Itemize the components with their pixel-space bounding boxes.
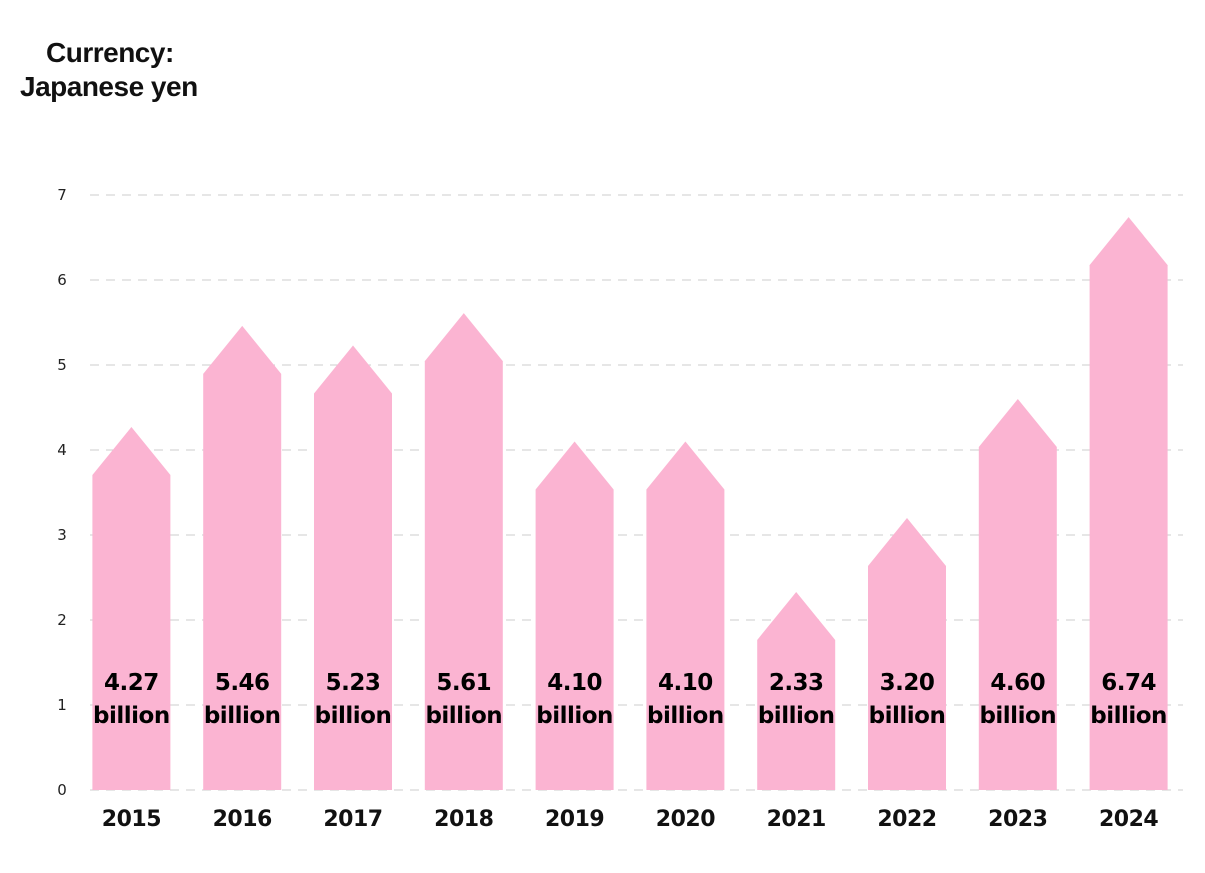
bars xyxy=(92,217,1168,791)
x-tick-label-2017: 2017 xyxy=(323,807,382,832)
bar-2022 xyxy=(868,518,946,790)
data-label-unit: billion xyxy=(869,703,946,729)
data-label-value: 3.20 xyxy=(880,670,935,696)
y-tick-label-7: 7 xyxy=(57,186,67,204)
data-label-value: 5.23 xyxy=(326,670,381,696)
x-tick-label-2015: 2015 xyxy=(102,807,161,832)
data-label-unit: billion xyxy=(647,703,724,729)
data-label-value: 4.10 xyxy=(658,670,713,696)
x-tick-label-2021: 2021 xyxy=(767,807,826,832)
x-tick-label-2018: 2018 xyxy=(434,807,493,832)
data-label-value: 2.33 xyxy=(769,670,824,696)
bar-2015 xyxy=(92,427,171,790)
bar-2019 xyxy=(535,441,614,790)
y-tick-label-2: 2 xyxy=(57,611,67,629)
data-label-2022: 3.20 billion xyxy=(869,670,946,729)
x-tick-label-2019: 2019 xyxy=(545,807,604,832)
data-label-value: 5.61 xyxy=(436,670,491,696)
y-tick-label-1: 1 xyxy=(57,696,67,714)
x-tick-label-2020: 2020 xyxy=(656,807,715,832)
data-label-2023: 4.60 billion xyxy=(979,670,1056,729)
data-label-2017: 5.23 billion xyxy=(315,670,392,729)
data-label-value: 4.10 xyxy=(547,670,602,696)
data-label-unit: billion xyxy=(315,703,392,729)
data-label-2018: 5.61 billion xyxy=(425,670,502,729)
x-tick-label-2016: 2016 xyxy=(213,807,272,832)
data-label-unit: billion xyxy=(425,703,502,729)
y-tick-label-5: 5 xyxy=(57,356,67,374)
bar-2023 xyxy=(978,399,1057,790)
data-label-2019: 4.10 billion xyxy=(536,670,613,729)
data-label-unit: billion xyxy=(979,703,1056,729)
data-label-value: 4.27 xyxy=(104,670,159,696)
x-axis-categories: 2015 2016 2017 2018 2019 2020 2021 2022 2023 2024 xyxy=(102,807,1159,832)
bar-2020 xyxy=(646,441,725,790)
bar-2016 xyxy=(203,325,282,790)
data-label-unit: billion xyxy=(1090,703,1167,729)
chart-title: Currency: Japanese yen xyxy=(20,36,198,104)
data-label-unit: billion xyxy=(536,703,613,729)
bar-2024 xyxy=(1089,217,1168,791)
data-label-2015: 4.27 billion xyxy=(93,670,170,729)
data-label-2021: 2.33 billion xyxy=(758,670,835,729)
data-label-value: 5.46 xyxy=(215,670,270,696)
y-tick-label-3: 3 xyxy=(57,526,67,544)
data-label-unit: billion xyxy=(93,703,170,729)
data-labels: 4.27 billion 5.46 billion 5.23 billion 5.61 bil… xyxy=(93,670,1167,729)
data-label-unit: billion xyxy=(204,703,281,729)
data-label-2016: 5.46 billion xyxy=(204,670,281,729)
chart-title-line-1: Currency: xyxy=(46,37,174,68)
y-tick-label-6: 6 xyxy=(57,271,67,289)
data-label-value: 4.60 xyxy=(990,670,1045,696)
y-tick-label-4: 4 xyxy=(57,441,67,459)
x-tick-label-2022: 2022 xyxy=(877,807,936,832)
bar-2017 xyxy=(314,345,392,790)
y-tick-label-0: 0 xyxy=(57,781,67,799)
data-label-value: 6.74 xyxy=(1101,670,1156,696)
data-label-2020: 4.10 billion xyxy=(647,670,724,729)
data-label-unit: billion xyxy=(758,703,835,729)
y-axis-ticks: 0 1 2 3 4 5 6 7 xyxy=(57,186,67,799)
chart-title-line-2: Japanese yen xyxy=(20,71,198,102)
bar-2018 xyxy=(424,313,503,790)
x-tick-label-2023: 2023 xyxy=(988,807,1047,832)
data-label-2024: 6.74 billion xyxy=(1090,670,1167,729)
bar-2021 xyxy=(757,591,836,790)
x-tick-label-2024: 2024 xyxy=(1099,807,1158,832)
